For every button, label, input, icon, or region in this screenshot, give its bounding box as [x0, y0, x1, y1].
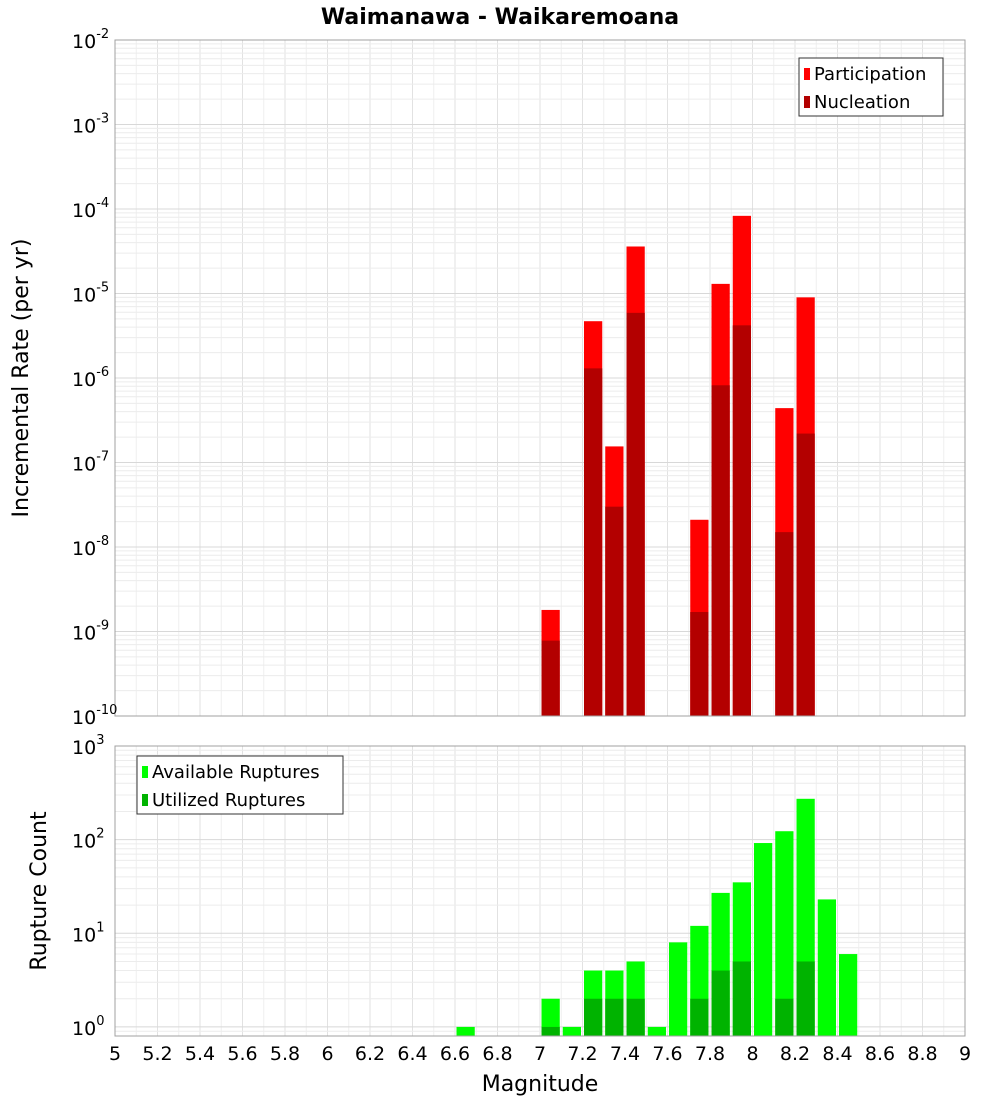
y-tick-label: 103	[72, 733, 104, 759]
y-tick-label: 10-5	[72, 281, 109, 307]
bar-nucleation	[732, 325, 751, 716]
bar-available-ruptures	[839, 954, 858, 1036]
y-tick-label: 10-3	[72, 112, 109, 138]
x-tick-label: 5.2	[142, 1043, 172, 1065]
legend-box	[136, 755, 344, 815]
x-axis-label: Magnitude	[482, 1072, 599, 1097]
y-tick-label: 10-6	[72, 365, 109, 391]
legend-label: Participation	[814, 64, 926, 85]
bar-available-ruptures	[456, 1026, 475, 1036]
x-tick-label: 8.4	[822, 1043, 852, 1065]
x-tick-label: 7	[534, 1043, 546, 1065]
legend-swatch	[142, 766, 148, 778]
rate-plot: 10-10 10-9 10-8 10-7 10-6 10-5 10-4 10-3 10-2 Inc…	[9, 27, 966, 729]
bar-available-ruptures	[775, 831, 794, 1036]
y-axis-label: Rupture Count	[27, 811, 52, 971]
bar-nucleation	[584, 368, 603, 716]
x-tick-label: 7.8	[695, 1043, 725, 1065]
bar-available-ruptures	[669, 942, 688, 1036]
bar-nucleation	[775, 532, 794, 716]
legend-box	[798, 57, 944, 117]
bar-utilized-ruptures	[796, 961, 815, 1036]
bar-nucleation	[711, 385, 730, 716]
bar-utilized-ruptures	[605, 998, 624, 1036]
x-tick-label: 6	[321, 1043, 333, 1065]
bar-utilized-ruptures	[775, 998, 794, 1036]
legend-label: Nucleation	[814, 92, 910, 113]
x-tick-label: 8.6	[865, 1043, 895, 1065]
x-tick-label: 7.6	[652, 1043, 682, 1065]
legend-label: Utilized Ruptures	[152, 790, 305, 811]
y-axis-label: Incremental Rate (per yr)	[9, 239, 34, 518]
y-tick-label: 10-8	[72, 534, 109, 560]
x-tick-label: 7.4	[610, 1043, 640, 1065]
y-tick-label: 100	[72, 1014, 104, 1040]
x-tick-label: 8	[746, 1043, 758, 1065]
bar-utilized-ruptures	[732, 961, 751, 1036]
bar-nucleation	[626, 312, 645, 716]
x-tick-label: 8.2	[780, 1043, 810, 1065]
x-tick-label: 5.8	[270, 1043, 300, 1065]
y-tick-label: 10-10	[72, 703, 117, 729]
x-tick-label: 6.6	[440, 1043, 470, 1065]
legend-swatch	[142, 794, 148, 806]
legend-label: Available Ruptures	[152, 762, 320, 783]
plot-border	[114, 39, 966, 717]
chart-title: Waimanawa - Waikaremoana	[321, 5, 679, 30]
y-tick-label: 102	[72, 827, 104, 853]
bar-utilized-ruptures	[626, 998, 645, 1036]
bar-utilized-ruptures	[584, 998, 603, 1036]
y-tick-label: 10-7	[72, 450, 109, 476]
legend-swatch	[804, 96, 810, 108]
rupture-count-plot: 100 101 102 103 Rupture Count Available Ruptu…	[27, 733, 966, 1040]
x-tick-label: 6.2	[355, 1043, 385, 1065]
y-tick-label: 10-4	[72, 196, 109, 222]
x-tick-label: 8.8	[907, 1043, 937, 1065]
bar-nucleation	[605, 506, 624, 716]
bar-available-ruptures	[754, 843, 773, 1036]
bar-available-ruptures	[647, 1026, 666, 1036]
x-tick-label: 9	[959, 1043, 971, 1065]
x-tick-label: 7.2	[567, 1043, 597, 1065]
x-tick-label: 5.6	[227, 1043, 257, 1065]
bar-nucleation	[541, 640, 560, 716]
bar-utilized-ruptures	[711, 970, 730, 1036]
plot-border	[114, 745, 966, 1037]
x-tick-label: 6.4	[397, 1043, 427, 1065]
bar-utilized-ruptures	[541, 1026, 560, 1036]
x-axis: 5 5.2 5.4 5.6 5.8 6 6.2 6.4 6.6 6.8 7 7.2 7.4 7.6 7.8 8…	[109, 1043, 971, 1065]
bar-available-ruptures	[541, 998, 560, 1036]
bar-available-ruptures	[562, 1026, 581, 1036]
x-tick-label: 5	[109, 1043, 121, 1065]
bar-available-ruptures	[817, 899, 836, 1036]
legend-swatch	[804, 68, 810, 80]
y-tick-label: 10-2	[72, 27, 109, 53]
x-tick-label: 5.4	[185, 1043, 215, 1065]
bar-nucleation	[796, 433, 815, 716]
x-tick-label: 6.8	[482, 1043, 512, 1065]
bar-nucleation	[690, 612, 709, 716]
y-tick-label: 10-9	[72, 619, 109, 645]
bar-utilized-ruptures	[690, 998, 709, 1036]
y-tick-label: 101	[72, 920, 104, 946]
